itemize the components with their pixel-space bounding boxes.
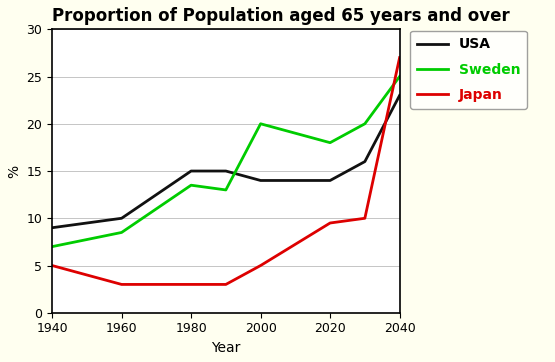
Legend: USA, Sweden, Japan: USA, Sweden, Japan — [410, 30, 527, 109]
Text: Proportion of Population aged 65 years and over: Proportion of Population aged 65 years a… — [52, 7, 510, 25]
Y-axis label: %: % — [7, 164, 21, 178]
X-axis label: Year: Year — [211, 341, 240, 355]
